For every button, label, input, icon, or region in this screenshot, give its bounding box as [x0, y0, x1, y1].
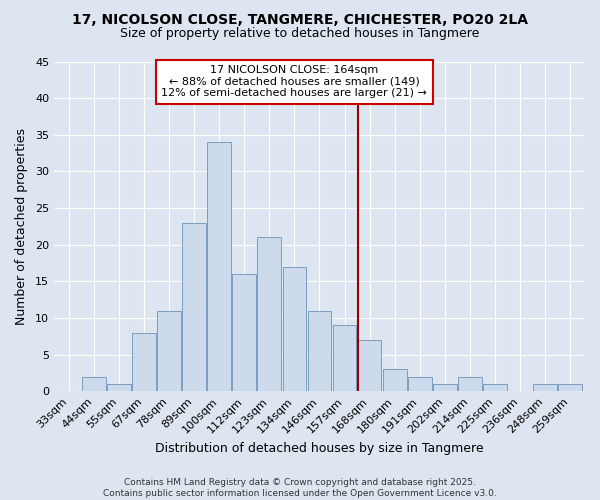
X-axis label: Distribution of detached houses by size in Tangmere: Distribution of detached houses by size …	[155, 442, 484, 455]
Bar	[283, 266, 307, 391]
Bar	[433, 384, 457, 391]
Text: 17, NICOLSON CLOSE, TANGMERE, CHICHESTER, PO20 2LA: 17, NICOLSON CLOSE, TANGMERE, CHICHESTER…	[72, 12, 528, 26]
Bar	[332, 326, 356, 391]
Bar	[182, 222, 206, 391]
Bar	[358, 340, 382, 391]
Bar	[208, 142, 231, 391]
Bar	[383, 369, 407, 391]
Bar	[533, 384, 557, 391]
Bar	[232, 274, 256, 391]
Text: Size of property relative to detached houses in Tangmere: Size of property relative to detached ho…	[121, 28, 479, 40]
Bar	[82, 376, 106, 391]
Text: 17 NICOLSON CLOSE: 164sqm
← 88% of detached houses are smaller (149)
12% of semi: 17 NICOLSON CLOSE: 164sqm ← 88% of detac…	[161, 65, 427, 98]
Bar	[107, 384, 131, 391]
Bar	[458, 376, 482, 391]
Bar	[558, 384, 582, 391]
Text: Contains HM Land Registry data © Crown copyright and database right 2025.
Contai: Contains HM Land Registry data © Crown c…	[103, 478, 497, 498]
Bar	[257, 238, 281, 391]
Bar	[483, 384, 507, 391]
Bar	[157, 310, 181, 391]
Bar	[408, 376, 431, 391]
Y-axis label: Number of detached properties: Number of detached properties	[15, 128, 28, 325]
Bar	[132, 332, 156, 391]
Bar	[308, 310, 331, 391]
